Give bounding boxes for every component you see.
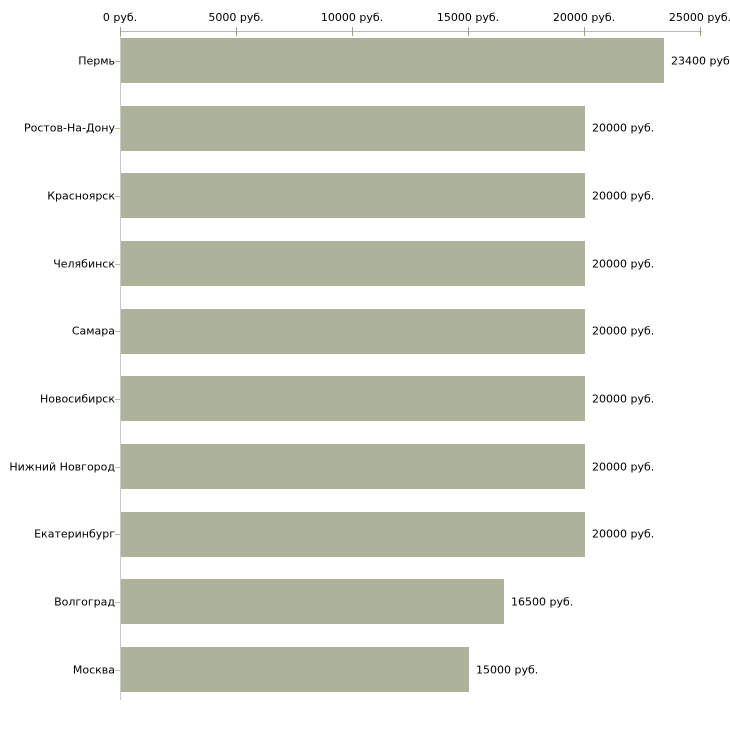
value-label: 15000 руб. (476, 663, 539, 677)
category-tick (115, 331, 120, 332)
category-tick (115, 128, 120, 129)
bar (121, 106, 585, 151)
value-label: 20000 руб. (592, 460, 655, 474)
value-label: 20000 руб. (592, 527, 655, 541)
value-label: 20000 руб. (592, 392, 655, 406)
category-tick (115, 264, 120, 265)
bar (121, 512, 585, 557)
category-tick (115, 399, 120, 400)
value-label: 16500 руб. (511, 595, 574, 609)
category-tick (115, 602, 120, 603)
x-axis-tick (468, 27, 469, 36)
category-tick (115, 196, 120, 197)
category-label: Ростов-На-Дону (23, 121, 115, 135)
category-tick (115, 467, 120, 468)
category-tick (115, 670, 120, 671)
x-axis-tick (584, 27, 585, 36)
bar (121, 241, 585, 286)
bar (121, 173, 585, 218)
y-axis-line (120, 31, 121, 700)
x-axis-tick-label: 25000 руб. (668, 11, 730, 24)
category-label: Нижний Новгород (9, 460, 115, 474)
value-label: 20000 руб. (592, 257, 655, 271)
bar (121, 376, 585, 421)
value-label: 20000 руб. (592, 189, 655, 203)
x-axis-tick-label: 15000 руб. (436, 11, 500, 24)
category-label: Самара (71, 324, 115, 338)
x-axis-tick-label: 20000 руб. (552, 11, 616, 24)
bar (121, 579, 504, 624)
x-axis-tick (700, 27, 701, 36)
category-label: Челябинск (53, 257, 115, 271)
x-axis-tick (236, 27, 237, 36)
category-label: Пермь (78, 54, 115, 68)
value-label: 20000 руб. (592, 121, 655, 135)
bar (121, 38, 664, 83)
bar (121, 309, 585, 354)
x-axis-tick (352, 27, 353, 36)
category-label: Екатеринбург (34, 527, 115, 541)
value-label: 23400 руб. (671, 54, 730, 68)
x-axis-tick-label: 0 руб. (102, 11, 138, 24)
category-tick (115, 61, 120, 62)
category-label: Новосибирск (39, 392, 115, 406)
category-tick (115, 534, 120, 535)
category-label: Красноярск (47, 189, 115, 203)
x-axis-tick-label: 5000 руб. (208, 11, 264, 24)
value-label: 20000 руб. (592, 324, 655, 338)
x-axis-tick (120, 27, 121, 36)
x-axis-tick-label: 10000 руб. (320, 11, 384, 24)
x-axis-line (120, 31, 702, 32)
bar (121, 444, 585, 489)
bar (121, 647, 469, 692)
category-label: Волгоград (54, 595, 115, 609)
category-label: Москва (72, 663, 115, 677)
